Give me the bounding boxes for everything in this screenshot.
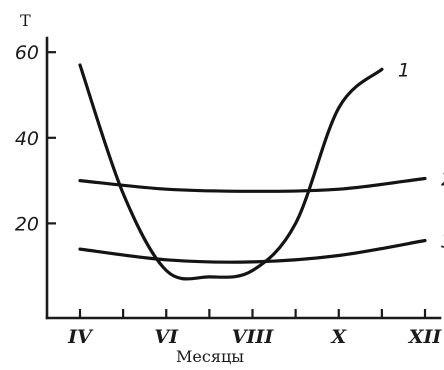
series-line-1 xyxy=(78,63,384,281)
x-axis-title: Месяцы xyxy=(176,347,244,366)
ticks xyxy=(47,51,427,318)
y-tick-label-20: 20 xyxy=(15,213,39,235)
x-tick-label-VI: VI xyxy=(154,326,179,348)
series-label-3: 3 xyxy=(441,231,444,253)
y-tick-label-60: 60 xyxy=(15,42,39,64)
series-line-3 xyxy=(78,238,427,264)
series-group: 1 2 3 xyxy=(78,59,444,281)
x-tick-label-VIII: VIII xyxy=(232,326,275,348)
y-axis-title: T xyxy=(20,11,31,30)
x-tick-label-IV: IV xyxy=(67,326,94,348)
x-tick-label-X: X xyxy=(330,326,347,348)
series-label-1: 1 xyxy=(398,59,410,81)
tick-labels: IV VI VIII X XII 20 40 60 xyxy=(15,42,443,348)
y-tick-label-40: 40 xyxy=(15,128,39,150)
x-tick-label-XII: XII xyxy=(408,326,443,348)
series-line-2 xyxy=(78,176,427,193)
axes xyxy=(45,36,442,320)
series-label-2: 2 xyxy=(441,168,444,190)
